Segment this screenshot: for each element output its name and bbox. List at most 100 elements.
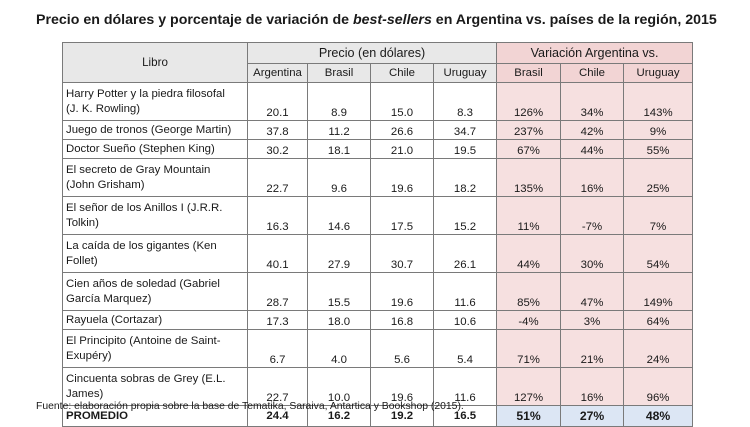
table-row: Rayuela (Cortazar) 17.3 18.0 16.8 10.6 -4% 3% 6…	[62, 310, 694, 330]
table-row: Juego de tronos (George Martin) 37.8 11.2 2…	[62, 120, 694, 140]
var-brasil: 11%	[496, 196, 562, 235]
col-header-brasil: Brasil	[307, 63, 371, 83]
average-var-chile: 27%	[560, 405, 625, 427]
var-chile: 3%	[560, 310, 625, 330]
book-title-line: Rayuela (Cortazar)	[66, 313, 163, 326]
price-table: Libro Precio (en dólares) Variación Arge…	[62, 42, 694, 427]
var-uruguay: 25%	[623, 158, 694, 197]
price-uruguay: 34.7	[432, 120, 498, 140]
price-brasil: 14.6	[307, 196, 371, 235]
price-uruguay: 10.6	[432, 310, 498, 330]
table-row: Cincuenta sobras de Grey (E.L. James) 22.7…	[62, 367, 694, 406]
price-uruguay: 8.3	[432, 82, 498, 121]
book-title-line: James)	[66, 387, 104, 400]
var-uruguay: 96%	[623, 367, 694, 406]
price-chile: 19.6	[370, 158, 434, 197]
price-uruguay: 18.2	[432, 158, 498, 197]
price-uruguay: 11.6	[432, 272, 498, 311]
book-title-line: El señor de los Anillos I (J.R.R.	[66, 202, 223, 214]
var-uruguay: 64%	[623, 310, 694, 330]
var-brasil: 67%	[496, 139, 562, 159]
group-header-variacion: Variación Argentina vs.	[496, 42, 694, 64]
price-brasil: 27.9	[307, 234, 371, 273]
book-title-line: La caída de los gigantes (Ken	[66, 240, 217, 252]
var-brasil: -4%	[496, 310, 562, 330]
price-uruguay: 11.6	[432, 367, 498, 406]
book-title-line: Cincuenta sobras de Grey (E.L.	[66, 373, 226, 385]
book-title-line: Follet)	[66, 254, 98, 267]
var-uruguay: 7%	[623, 196, 694, 235]
book-title: Doctor Sueño (Stephen King)	[62, 139, 248, 159]
var-brasil: 135%	[496, 158, 562, 197]
price-uruguay: 19.5	[432, 139, 498, 159]
table-row: Cien años de soledad (Gabriel García Marq…	[62, 272, 694, 311]
price-brasil: 15.5	[307, 272, 371, 311]
group-header-precio: Precio (en dólares)	[246, 42, 498, 64]
average-var-brasil: 51%	[496, 405, 562, 427]
book-title-line: El Principito (Antoine de Saint-	[66, 335, 221, 347]
col-header-argentina: Argentina	[247, 63, 308, 83]
var-uruguay: 149%	[623, 272, 694, 311]
book-title: El señor de los Anillos I (J.R.R. Tolkin)	[62, 196, 248, 235]
price-chile: 17.5	[370, 196, 434, 235]
book-title: Cien años de soledad (Gabriel García Marq…	[62, 272, 248, 311]
book-title-line: Juego de tronos (George Martin)	[66, 123, 232, 136]
price-chile: 19.6	[370, 272, 434, 311]
price-uruguay: 15.2	[432, 196, 498, 235]
var-chile: 30%	[560, 234, 625, 273]
var-uruguay: 54%	[623, 234, 694, 273]
var-uruguay: 9%	[623, 120, 694, 140]
price-uruguay: 5.4	[432, 329, 498, 368]
price-chile: 19.6	[370, 367, 434, 406]
price-brasil: 10.0	[307, 367, 371, 406]
price-chile: 16.8	[370, 310, 434, 330]
col-header-libro: Libro	[62, 42, 248, 83]
source-note: Fuente: elaboración propia sobre la base…	[36, 401, 464, 412]
var-uruguay: 24%	[623, 329, 694, 368]
var-brasil: 127%	[496, 367, 562, 406]
var-chile: 42%	[560, 120, 625, 140]
book-title: Cincuenta sobras de Grey (E.L. James)	[62, 367, 248, 406]
price-argentina: 37.8	[247, 120, 308, 140]
price-brasil: 18.1	[307, 139, 371, 159]
var-brasil: 237%	[496, 120, 562, 140]
var-brasil: 126%	[496, 82, 562, 121]
price-argentina: 22.7	[247, 158, 308, 197]
table-row: La caída de los gigantes (Ken Follet) 40.1…	[62, 234, 694, 273]
price-brasil: 8.9	[307, 82, 371, 121]
table-row: El señor de los Anillos I (J.R.R. Tolkin)…	[62, 196, 694, 235]
price-argentina: 30.2	[247, 139, 308, 159]
price-argentina: 22.7	[247, 367, 308, 406]
price-argentina: 20.1	[247, 82, 308, 121]
book-title-line: Doctor Sueño (Stephen King)	[66, 142, 215, 155]
price-argentina: 16.3	[247, 196, 308, 235]
var-chile: 16%	[560, 158, 625, 197]
average-var-uruguay: 48%	[623, 405, 694, 427]
var-chile: 16%	[560, 367, 625, 406]
table-row: Doctor Sueño (Stephen King) 30.2 18.1 21.0 1…	[62, 139, 694, 159]
book-title-line: (John Grisham)	[66, 178, 145, 191]
book-title-line: Tolkin)	[66, 216, 99, 229]
title-italic: best-sellers	[352, 12, 432, 28]
book-title: La caída de los gigantes (Ken Follet)	[62, 234, 248, 273]
title-text: Precio en dólares y porcentaje de variac…	[36, 12, 353, 28]
col-header-var-uruguay: Uruguay	[623, 63, 694, 83]
var-chile: 47%	[560, 272, 625, 311]
price-chile: 26.6	[370, 120, 434, 140]
title-text-end: en Argentina vs. países de la región, 20…	[431, 12, 717, 28]
book-title: Harry Potter y la piedra filosofal (J. K.…	[62, 82, 248, 121]
col-header-var-brasil: Brasil	[496, 63, 562, 83]
book-title-line: García Marquez)	[66, 292, 152, 305]
col-header-chile: Chile	[370, 63, 434, 83]
table-row: El Principito (Antoine de Saint- Exupéry)…	[62, 329, 694, 368]
price-argentina: 28.7	[247, 272, 308, 311]
average-row: PROMEDIO 24.4 16.2 19.2 16.5 51% 27% 48%	[62, 405, 694, 427]
price-argentina: 17.3	[247, 310, 308, 330]
var-brasil: 71%	[496, 329, 562, 368]
price-brasil: 9.6	[307, 158, 371, 197]
book-title-line: Exupéry)	[66, 349, 112, 362]
var-uruguay: 143%	[623, 82, 694, 121]
col-header-var-chile: Chile	[560, 63, 625, 83]
book-title: Juego de tronos (George Martin)	[62, 120, 248, 140]
price-chile: 30.7	[370, 234, 434, 273]
